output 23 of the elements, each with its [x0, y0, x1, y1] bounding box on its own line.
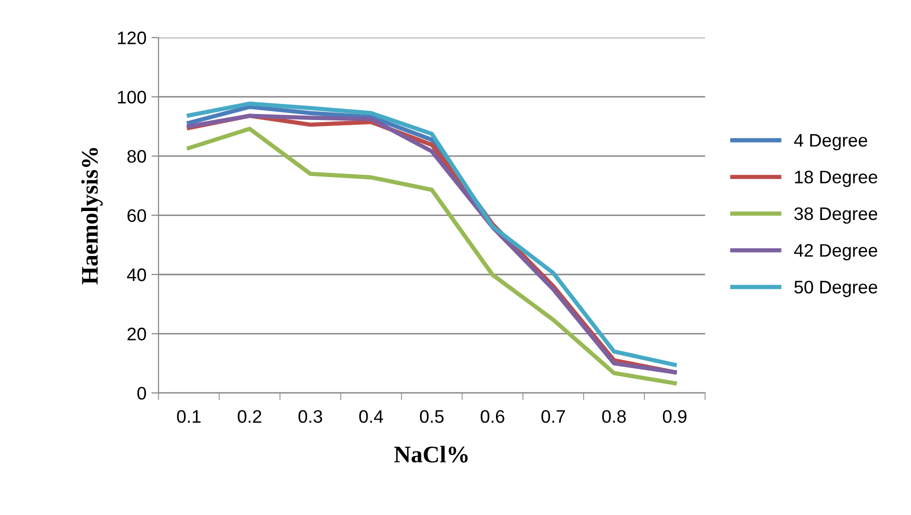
y-tick-label: 60 — [128, 209, 146, 222]
legend-label: 38 Degree — [794, 207, 878, 224]
x-tick-label: 0.2 — [238, 410, 262, 423]
y-tick-label: 20 — [128, 328, 146, 340]
x-tick-label: 0.9 — [662, 410, 686, 423]
legend-label: 42 Degree — [794, 244, 878, 260]
x-tick-label: 0.1 — [177, 410, 201, 423]
x-tick-label: 0.4 — [359, 410, 384, 423]
legend-label: 18 Degree — [795, 170, 878, 187]
x-tick-label: 0.3 — [298, 410, 322, 423]
y-tick-label: 0 — [137, 386, 146, 400]
y-tick-label: 80 — [127, 150, 146, 163]
y-tick-label: 120 — [118, 32, 146, 44]
y-axis-title: Haemolysis% — [81, 148, 103, 284]
x-axis-title: NaCl% — [394, 446, 468, 463]
x-tick-label: 0.6 — [480, 410, 504, 423]
legend-label: 50 Degree — [794, 280, 878, 298]
y-tick-label: 40 — [127, 268, 146, 282]
y-tick-label: 100 — [118, 90, 146, 104]
x-tick-label: 0.5 — [420, 410, 444, 423]
legend-label: 4 Degree — [794, 134, 868, 150]
x-tick-label: 0.7 — [541, 410, 565, 423]
x-tick-label: 0.8 — [602, 410, 626, 423]
